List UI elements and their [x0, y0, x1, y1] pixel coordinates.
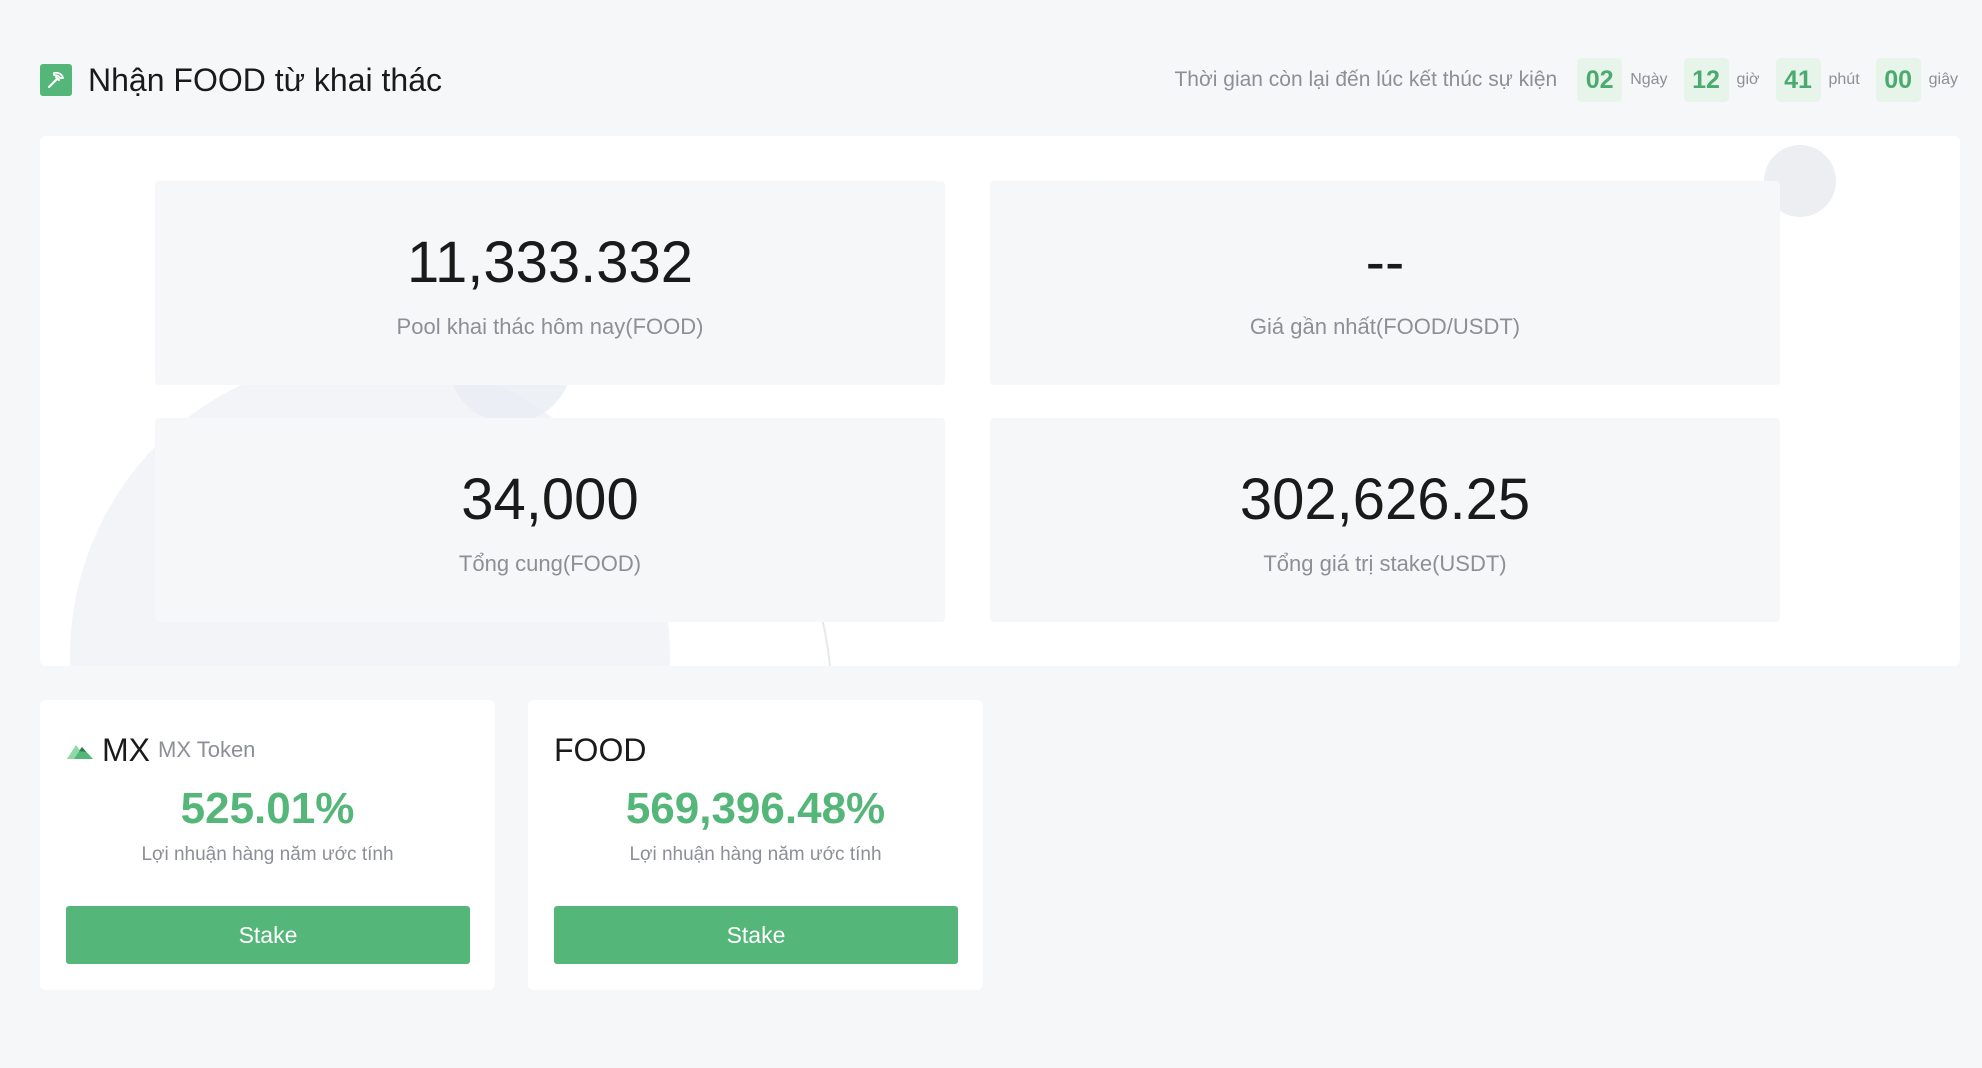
countdown-seconds-unit: giây	[1928, 71, 1958, 88]
page-title: Nhận FOOD từ khai thác	[88, 61, 442, 98]
token-name: MX Token	[158, 737, 256, 762]
estimated-apy: 569,396.48%	[625, 784, 886, 833]
mining-stats-panel: 11,333.332 Pool khai thác hôm nay(FOOD) …	[40, 136, 1960, 666]
stat-card-latest-price: -- Giá gần nhất(FOOD/USDT)	[990, 181, 1780, 385]
stat-label: Pool khai thác hôm nay(FOOD)	[396, 314, 704, 339]
event-countdown: Thời gian còn lại đến lúc kết thúc sự ki…	[1174, 58, 1958, 102]
stat-value: --	[1365, 230, 1405, 295]
token-symbol: FOOD	[554, 731, 647, 768]
stat-value: 34,000	[461, 467, 639, 532]
estimated-apy-label: Lợi nhuận hàng năm ước tính	[141, 844, 394, 865]
stat-label: Tổng giá trị stake(USDT)	[1263, 551, 1507, 576]
stat-card-mining-pool: 11,333.332 Pool khai thác hôm nay(FOOD)	[155, 181, 945, 385]
pickaxe-icon	[40, 64, 72, 96]
countdown-hours: 12	[1683, 58, 1729, 102]
stake-button-mx[interactable]: Stake	[66, 906, 470, 964]
stake-pool-card-mx: MX MX Token 525.01% Lợi nhuận hàng năm ư…	[40, 700, 495, 990]
countdown-days: 02	[1577, 58, 1623, 102]
stake-pool-card-food: FOOD 569,396.48% Lợi nhuận hàng năm ước …	[528, 700, 983, 990]
stat-label: Giá gần nhất(FOOD/USDT)	[1249, 314, 1521, 339]
token-header: MX MX Token	[66, 732, 255, 768]
token-symbol: MX	[102, 731, 150, 768]
estimated-apy-label: Lợi nhuận hàng năm ước tính	[629, 844, 882, 865]
page-header: Nhận FOOD từ khai thác Thời gian còn lại…	[40, 52, 1958, 108]
stat-label: Tổng cung(FOOD)	[458, 551, 642, 576]
stat-value: 302,626.25	[1239, 467, 1531, 532]
header-title-group: Nhận FOOD từ khai thác	[40, 62, 442, 99]
estimated-apy: 525.01%	[180, 784, 355, 833]
countdown-minutes-unit: phút	[1828, 71, 1860, 88]
mx-logo-icon	[67, 745, 93, 759]
countdown-minutes: 41	[1775, 58, 1821, 102]
stat-card-total-supply: 34,000 Tổng cung(FOOD)	[155, 418, 945, 622]
countdown-days-unit: Ngày	[1630, 71, 1668, 88]
token-header: FOOD	[554, 732, 646, 768]
countdown-seconds: 00	[1875, 58, 1921, 102]
countdown-label: Thời gian còn lại đến lúc kết thúc sự ki…	[1174, 68, 1558, 91]
stat-value: 11,333.332	[407, 230, 693, 295]
stat-card-total-stake-value: 302,626.25 Tổng giá trị stake(USDT)	[990, 418, 1780, 622]
countdown-hours-unit: giờ	[1736, 71, 1760, 88]
stake-button-food[interactable]: Stake	[554, 906, 958, 964]
